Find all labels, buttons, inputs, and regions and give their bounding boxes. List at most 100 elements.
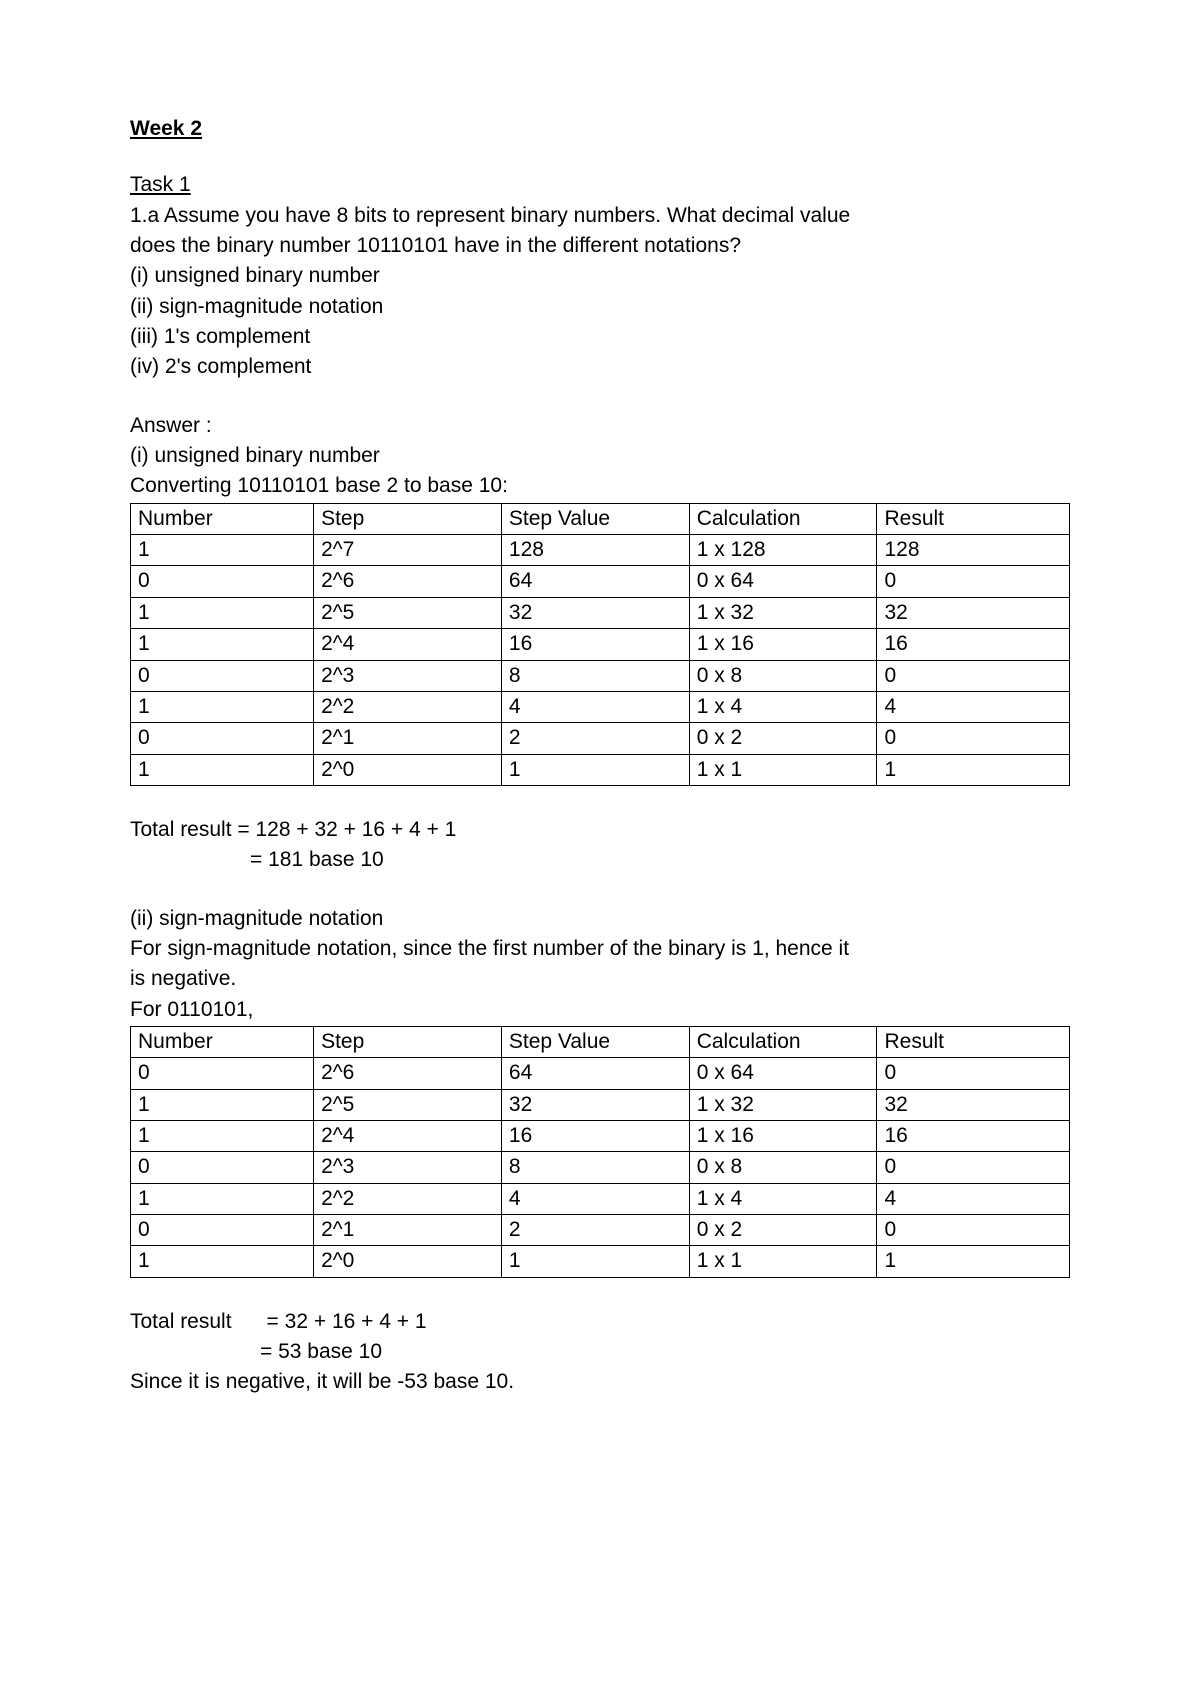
task-heading: Task 1 <box>130 171 1070 199</box>
table-row: 1 2^4 16 1 x 16 16 <box>131 1120 1070 1151</box>
table-cell: 1 <box>877 754 1070 785</box>
table-cell: 1 x 16 <box>689 1120 877 1151</box>
part-ii-total: = 53 base 10 <box>130 1338 1070 1366</box>
table-cell: 2^3 <box>314 660 502 691</box>
table-cell: 0 <box>877 1058 1070 1089</box>
table-row: 1 2^7 128 1 x 128 128 <box>131 535 1070 566</box>
table-header-cell: Step <box>314 1026 502 1057</box>
table-row: 0 2^6 64 0 x 64 0 <box>131 566 1070 597</box>
table-cell: 1 <box>501 754 689 785</box>
table-cell: 2^1 <box>314 1215 502 1246</box>
week-heading: Week 2 <box>130 115 1070 143</box>
table-header-cell: Number <box>131 1026 314 1057</box>
table-cell: 32 <box>877 1089 1070 1120</box>
table-cell: 2^4 <box>314 1120 502 1151</box>
table-cell: 1 <box>131 597 314 628</box>
table-cell: 1 x 4 <box>689 691 877 722</box>
table-cell: 32 <box>501 597 689 628</box>
part-i-converting: Converting 10110101 base 2 to base 10: <box>130 472 1070 500</box>
table-cell: 2^5 <box>314 1089 502 1120</box>
table-row: 1 2^5 32 1 x 32 32 <box>131 1089 1070 1120</box>
question-option: (i) unsigned binary number <box>130 262 1070 290</box>
table-cell: 32 <box>501 1089 689 1120</box>
table-row: 0 2^3 8 0 x 8 0 <box>131 660 1070 691</box>
table-cell: 0 x 2 <box>689 1215 877 1246</box>
table-cell: 1 <box>131 691 314 722</box>
table-cell: 16 <box>877 1120 1070 1151</box>
table-row: 1 2^5 32 1 x 32 32 <box>131 597 1070 628</box>
table-cell: 0 x 8 <box>689 660 877 691</box>
table-cell: 16 <box>877 629 1070 660</box>
table-cell: 0 <box>131 723 314 754</box>
table-cell: 16 <box>501 1120 689 1151</box>
table-row: 0 2^6 64 0 x 64 0 <box>131 1058 1070 1089</box>
question-line: 1.a Assume you have 8 bits to represent … <box>130 202 1070 230</box>
table-cell: 0 <box>131 1215 314 1246</box>
table-cell: 0 x 64 <box>689 566 877 597</box>
part-i-table: Number Step Step Value Calculation Resul… <box>130 503 1070 786</box>
table-cell: 1 <box>131 535 314 566</box>
table-cell: 0 x 8 <box>689 1152 877 1183</box>
table-cell: 4 <box>501 691 689 722</box>
table-cell: 1 x 32 <box>689 1089 877 1120</box>
table-cell: 1 x 32 <box>689 597 877 628</box>
table-cell: 2^6 <box>314 1058 502 1089</box>
table-cell: 4 <box>501 1183 689 1214</box>
table-cell: 0 <box>877 1215 1070 1246</box>
part-i-total: = 181 base 10 <box>130 846 1070 874</box>
table-row: 0 2^3 8 0 x 8 0 <box>131 1152 1070 1183</box>
table-cell: 128 <box>501 535 689 566</box>
table-cell: 1 x 16 <box>689 629 877 660</box>
table-cell: 2^5 <box>314 597 502 628</box>
table-cell: 2^2 <box>314 691 502 722</box>
question-option: (iii) 1's complement <box>130 323 1070 351</box>
table-cell: 8 <box>501 660 689 691</box>
part-ii-for: For 0110101, <box>130 996 1070 1024</box>
table-header-cell: Calculation <box>689 503 877 534</box>
table-cell: 1 x 128 <box>689 535 877 566</box>
table-header-cell: Result <box>877 1026 1070 1057</box>
part-i-title: (i) unsigned binary number <box>130 442 1070 470</box>
table-cell: 1 <box>131 1120 314 1151</box>
table-header-row: Number Step Step Value Calculation Resul… <box>131 1026 1070 1057</box>
table-cell: 0 <box>877 566 1070 597</box>
table-cell: 128 <box>877 535 1070 566</box>
question-option: (ii) sign-magnitude notation <box>130 293 1070 321</box>
table-cell: 1 <box>877 1246 1070 1277</box>
question-option: (iv) 2's complement <box>130 353 1070 381</box>
table-cell: 2^6 <box>314 566 502 597</box>
table-cell: 2^4 <box>314 629 502 660</box>
table-cell: 0 <box>877 723 1070 754</box>
table-cell: 0 <box>877 660 1070 691</box>
table-cell: 2^2 <box>314 1183 502 1214</box>
part-ii-table: Number Step Step Value Calculation Resul… <box>130 1026 1070 1278</box>
table-cell: 1 <box>131 1183 314 1214</box>
table-cell: 1 <box>131 1089 314 1120</box>
table-cell: 0 <box>131 660 314 691</box>
part-ii-explain: is negative. <box>130 965 1070 993</box>
table-cell: 1 x 1 <box>689 754 877 785</box>
table-row: 1 2^4 16 1 x 16 16 <box>131 629 1070 660</box>
part-i-total: Total result = 128 + 32 + 16 + 4 + 1 <box>130 816 1070 844</box>
table-cell: 2^3 <box>314 1152 502 1183</box>
table-row: 1 2^2 4 1 x 4 4 <box>131 691 1070 722</box>
table-cell: 0 <box>131 1152 314 1183</box>
table-header-cell: Result <box>877 503 1070 534</box>
table-cell: 64 <box>501 1058 689 1089</box>
answer-label: Answer : <box>130 412 1070 440</box>
table-header-cell: Calculation <box>689 1026 877 1057</box>
table-cell: 32 <box>877 597 1070 628</box>
table-cell: 2^0 <box>314 754 502 785</box>
table-row: 0 2^1 2 0 x 2 0 <box>131 723 1070 754</box>
table-cell: 0 <box>131 1058 314 1089</box>
table-cell: 0 <box>877 1152 1070 1183</box>
part-ii-explain: For sign-magnitude notation, since the f… <box>130 935 1070 963</box>
table-cell: 2 <box>501 1215 689 1246</box>
table-cell: 1 <box>131 754 314 785</box>
table-cell: 1 x 4 <box>689 1183 877 1214</box>
table-cell: 0 <box>131 566 314 597</box>
part-ii-total: Total result = 32 + 16 + 4 + 1 <box>130 1308 1070 1336</box>
part-ii-conclusion: Since it is negative, it will be -53 bas… <box>130 1368 1070 1396</box>
table-cell: 8 <box>501 1152 689 1183</box>
table-cell: 2 <box>501 723 689 754</box>
